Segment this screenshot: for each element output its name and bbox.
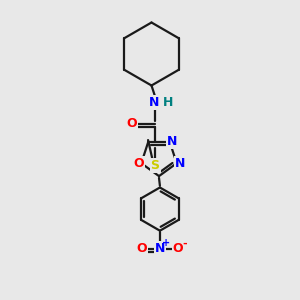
Text: S: S <box>151 159 160 172</box>
Text: H: H <box>163 95 173 109</box>
Text: O: O <box>127 117 137 130</box>
Text: N: N <box>148 95 159 109</box>
Text: O: O <box>133 157 144 170</box>
Text: -: - <box>182 238 187 248</box>
Text: N: N <box>175 157 185 170</box>
Text: O: O <box>136 242 147 255</box>
Text: N: N <box>167 135 178 148</box>
Text: N: N <box>155 242 165 255</box>
Text: O: O <box>172 242 183 255</box>
Text: +: + <box>162 238 171 248</box>
